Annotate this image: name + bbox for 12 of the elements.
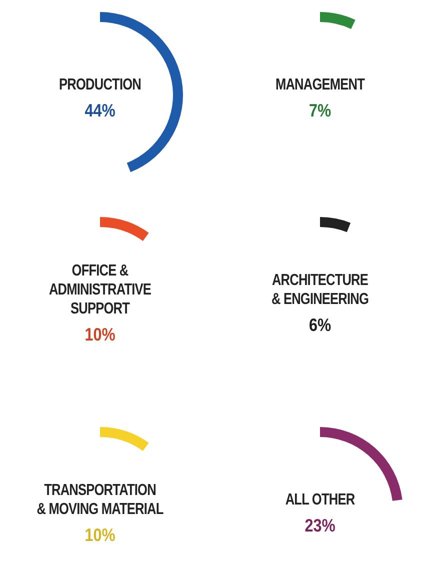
category-label: ALL OTHER: [285, 491, 356, 509]
category-label: ARCHITECTURE & ENGINEERING: [271, 272, 369, 308]
data-label: 10%: [84, 324, 116, 345]
data-label: 10%: [84, 524, 116, 546]
category-label: OFFICE & ADMINISTRATIVE SUPPORT: [48, 262, 152, 318]
data-label: 7%: [308, 100, 332, 121]
data-label: 44%: [84, 100, 116, 121]
category-label: PRODUCTION: [59, 76, 141, 94]
data-label: 23%: [304, 515, 336, 536]
category-label: TRANSPORTATION & MOVING MATERIAL: [36, 482, 164, 518]
data-label: 6%: [308, 314, 332, 336]
category-label: MANAGEMENT: [275, 76, 366, 94]
